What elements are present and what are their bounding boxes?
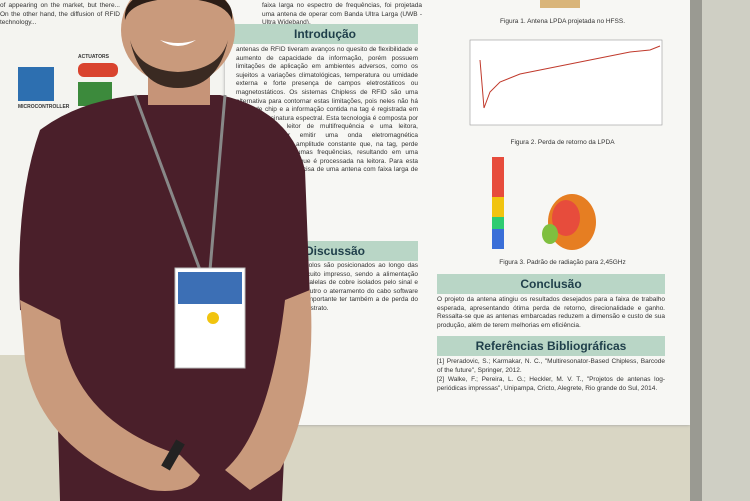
color-scale	[492, 217, 504, 229]
badge-graphic	[178, 272, 242, 304]
figure-caption: Figura 3. Padrão de radiação para 2,45GH…	[499, 259, 626, 266]
radiation-pattern	[542, 224, 558, 244]
section-header: Referências Bibliográficas	[437, 336, 665, 356]
lanyard	[133, 94, 227, 271]
plot-frame	[469, 39, 663, 126]
section-text: O projeto da antena atingiu os resultado…	[437, 296, 665, 329]
frame-post	[690, 0, 702, 501]
board-icon	[18, 67, 54, 101]
section-header: Conclusão	[437, 274, 665, 294]
reference: [2] Walke, F.; Pereira, L. G.; Heckler, …	[437, 376, 665, 392]
beard	[130, 40, 228, 88]
figure-caption: Figura 1. Antena LPDA projetada no HFSS.	[499, 18, 626, 25]
plot-curve	[479, 45, 661, 109]
wall-panel	[700, 0, 750, 501]
radiation-pattern	[552, 200, 580, 236]
wristband	[161, 439, 185, 471]
poster-text: faixa larga no espectro de frequências, …	[262, 2, 422, 27]
section-text: antenas de RFID tiveram avanços no quesi…	[236, 46, 418, 182]
badge-logo	[207, 312, 219, 324]
shirt	[19, 95, 311, 501]
section-header: Introdução	[232, 24, 418, 44]
left-poster-text: of appearing on the market, but there...…	[0, 2, 120, 27]
reference: [1] Preradovic, S.; Karmakar, N. C., "Mu…	[437, 358, 665, 374]
left-arm	[20, 300, 200, 491]
label: ACTUATORS	[78, 54, 109, 60]
label: MICROCONTROLLER	[18, 104, 70, 110]
actuator-icons	[78, 63, 118, 77]
color-scale	[492, 197, 504, 217]
face	[121, 0, 235, 85]
antenna-image	[540, 0, 580, 8]
hair	[124, 0, 233, 20]
smile	[160, 40, 196, 46]
color-scale	[492, 157, 504, 197]
section-text: dipolos são posicionados ao longo das ci…	[300, 262, 418, 312]
figure-caption: Figura 2. Perda de retorno da LPDA	[510, 139, 615, 146]
right-arm	[225, 290, 312, 490]
